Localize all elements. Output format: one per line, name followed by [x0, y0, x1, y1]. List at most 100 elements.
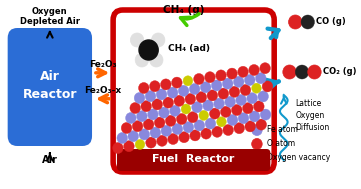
- Text: Diffusion: Diffusion: [295, 122, 330, 132]
- Circle shape: [252, 125, 262, 136]
- Circle shape: [192, 102, 202, 113]
- Circle shape: [113, 143, 123, 153]
- Circle shape: [139, 129, 149, 140]
- Circle shape: [150, 127, 161, 138]
- Circle shape: [159, 107, 169, 118]
- Circle shape: [256, 73, 266, 84]
- Circle shape: [190, 84, 200, 94]
- Circle shape: [135, 53, 149, 67]
- Circle shape: [135, 139, 145, 149]
- Text: Lattice: Lattice: [295, 98, 322, 108]
- Circle shape: [218, 88, 229, 99]
- Circle shape: [185, 94, 196, 105]
- Circle shape: [194, 120, 205, 131]
- FancyBboxPatch shape: [113, 10, 274, 172]
- Text: CO₂ (g): CO₂ (g): [323, 67, 357, 77]
- Circle shape: [201, 128, 212, 139]
- Text: Air: Air: [40, 70, 60, 84]
- Circle shape: [190, 130, 200, 141]
- Circle shape: [174, 95, 184, 106]
- Circle shape: [152, 33, 165, 47]
- FancyBboxPatch shape: [117, 149, 270, 171]
- Circle shape: [149, 53, 163, 67]
- Circle shape: [258, 91, 269, 102]
- Circle shape: [183, 76, 193, 86]
- Circle shape: [199, 110, 209, 120]
- Circle shape: [177, 114, 187, 125]
- Circle shape: [238, 113, 249, 124]
- Circle shape: [209, 108, 220, 119]
- Circle shape: [171, 77, 182, 88]
- Circle shape: [203, 100, 213, 111]
- Circle shape: [214, 98, 224, 109]
- Circle shape: [196, 92, 206, 103]
- Circle shape: [252, 153, 262, 163]
- Circle shape: [117, 132, 127, 143]
- Circle shape: [128, 131, 139, 142]
- Circle shape: [234, 76, 244, 87]
- Circle shape: [262, 81, 273, 92]
- Circle shape: [223, 125, 234, 136]
- Circle shape: [308, 65, 321, 79]
- Circle shape: [249, 64, 259, 75]
- Circle shape: [244, 74, 255, 85]
- Circle shape: [146, 137, 156, 148]
- Circle shape: [152, 99, 162, 110]
- Circle shape: [245, 121, 256, 132]
- Circle shape: [134, 92, 145, 104]
- Circle shape: [301, 15, 314, 29]
- Text: Reactor: Reactor: [23, 88, 77, 101]
- Circle shape: [252, 83, 261, 93]
- Text: Fe₂O₃: Fe₂O₃: [89, 60, 116, 69]
- Circle shape: [236, 94, 247, 105]
- Circle shape: [172, 123, 183, 135]
- Circle shape: [227, 115, 238, 125]
- Text: Oxygen: Oxygen: [32, 8, 68, 16]
- Circle shape: [161, 125, 171, 136]
- Text: CO (g): CO (g): [316, 18, 346, 26]
- Circle shape: [165, 115, 176, 126]
- Text: Oxygen: Oxygen: [295, 111, 325, 119]
- Circle shape: [141, 101, 152, 112]
- Circle shape: [157, 135, 167, 146]
- Circle shape: [205, 72, 215, 83]
- Circle shape: [200, 82, 211, 93]
- Circle shape: [216, 70, 226, 81]
- Circle shape: [260, 109, 271, 120]
- Circle shape: [256, 119, 266, 130]
- Circle shape: [243, 103, 253, 114]
- Circle shape: [187, 112, 198, 123]
- Circle shape: [253, 101, 264, 112]
- Circle shape: [288, 15, 302, 29]
- Text: Fuel  Reactor: Fuel Reactor: [152, 154, 235, 164]
- Circle shape: [183, 122, 193, 133]
- Text: Depleted Air: Depleted Air: [20, 18, 80, 26]
- Text: O atom: O atom: [266, 139, 295, 149]
- Circle shape: [148, 109, 158, 120]
- Circle shape: [156, 89, 167, 100]
- Text: Air: Air: [42, 155, 58, 165]
- Circle shape: [126, 112, 136, 123]
- Text: CH₄ (g): CH₄ (g): [163, 5, 205, 15]
- Circle shape: [163, 97, 174, 108]
- Circle shape: [205, 118, 216, 129]
- Text: Fe atom: Fe atom: [266, 125, 297, 135]
- Circle shape: [295, 65, 309, 79]
- Circle shape: [181, 104, 191, 114]
- Circle shape: [207, 90, 218, 101]
- Text: CH₄ (ad): CH₄ (ad): [168, 43, 210, 53]
- Circle shape: [252, 139, 262, 149]
- Circle shape: [227, 68, 237, 79]
- Circle shape: [168, 133, 178, 145]
- Circle shape: [139, 40, 158, 60]
- Circle shape: [212, 126, 222, 137]
- Circle shape: [161, 79, 171, 90]
- Circle shape: [217, 117, 226, 127]
- Circle shape: [283, 65, 296, 79]
- Circle shape: [260, 63, 270, 74]
- Circle shape: [130, 102, 140, 114]
- Circle shape: [240, 84, 251, 95]
- Circle shape: [225, 96, 235, 107]
- Text: Fe₂O₃-x: Fe₂O₃-x: [84, 86, 121, 95]
- Circle shape: [139, 83, 149, 94]
